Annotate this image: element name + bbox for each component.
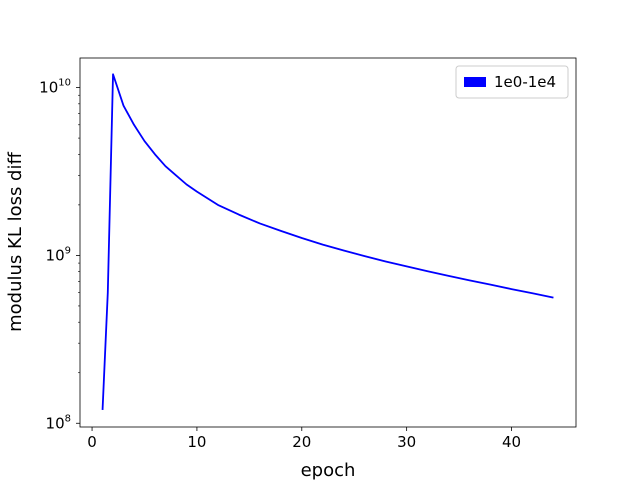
legend: 1e0-1e4 <box>455 65 569 99</box>
x-tick-label: 10 <box>187 433 206 451</box>
plot-frame <box>79 57 577 428</box>
y-tick-label: 108 <box>46 413 71 432</box>
y-tick-label: 1010 <box>39 78 71 97</box>
y-tick-label-base: 10 <box>46 414 65 432</box>
x-tick-label: 40 <box>502 433 521 451</box>
legend-label: 1e0-1e4 <box>494 73 556 91</box>
x-axis-ticks: 0 10 20 30 40 <box>87 427 521 451</box>
series-line <box>101 73 554 411</box>
legend-box <box>455 65 569 99</box>
x-tick-label: 0 <box>87 433 97 451</box>
plot-layer <box>101 73 554 411</box>
legend-swatch <box>464 77 486 87</box>
y-tick-label-exponent: 8 <box>65 413 71 424</box>
x-tick-label: 30 <box>397 433 416 451</box>
x-axis-label: epoch <box>301 460 356 480</box>
y-axis-label: modulus KL loss diff <box>5 152 26 332</box>
y-tick-label-base: 10 <box>46 246 65 264</box>
y-tick-label-exponent: 10 <box>58 78 71 89</box>
y-tick-label-base: 10 <box>39 79 58 97</box>
y-tick-label: 109 <box>46 245 71 264</box>
y-tick-label-exponent: 9 <box>65 245 71 256</box>
x-tick-label: 20 <box>292 433 311 451</box>
